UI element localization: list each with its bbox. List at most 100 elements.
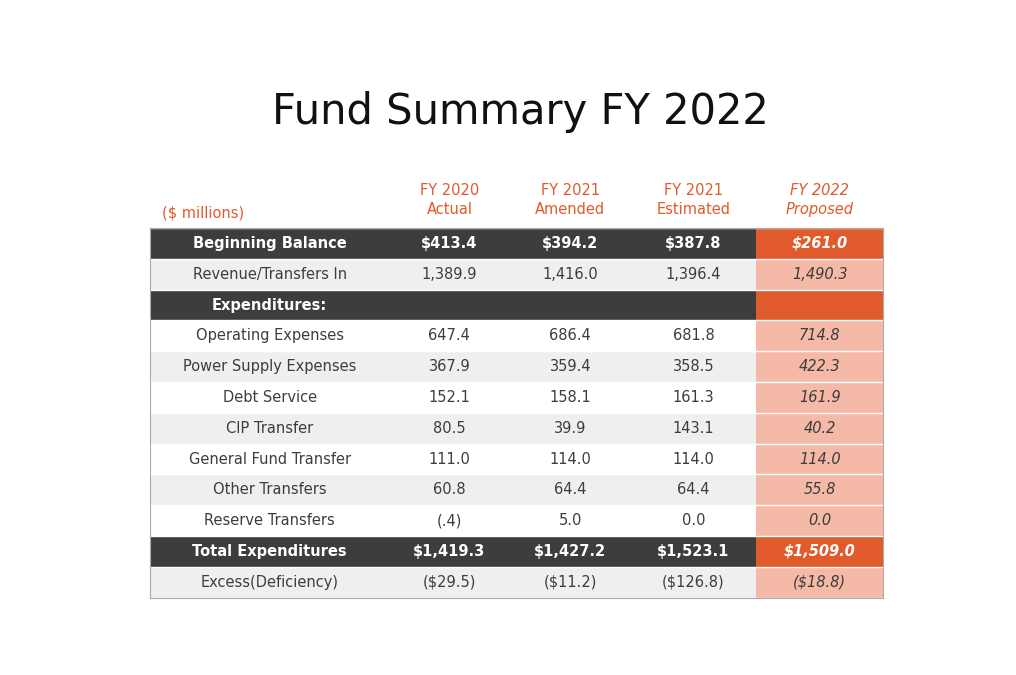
Text: 681.8: 681.8 <box>673 328 714 344</box>
Text: $1,523.1: $1,523.1 <box>657 544 729 559</box>
Text: 114.0: 114.0 <box>550 452 591 466</box>
Text: 64.4: 64.4 <box>678 483 710 497</box>
Text: 1,389.9: 1,389.9 <box>422 267 478 281</box>
Bar <box>510 228 631 259</box>
Bar <box>631 413 756 443</box>
Bar <box>510 506 631 536</box>
Text: 64.4: 64.4 <box>554 483 586 497</box>
Bar <box>150 567 389 597</box>
Text: Proposed: Proposed <box>785 202 853 217</box>
Text: 1,416.0: 1,416.0 <box>543 267 598 281</box>
Text: 358.5: 358.5 <box>673 359 714 374</box>
Bar <box>631 228 756 259</box>
Bar <box>756 321 883 351</box>
Bar <box>150 536 389 567</box>
Text: 60.8: 60.8 <box>433 483 465 497</box>
Text: 647.4: 647.4 <box>429 328 470 344</box>
Bar <box>150 413 389 443</box>
Bar <box>756 506 883 536</box>
Bar <box>510 290 631 321</box>
Text: Beginning Balance: Beginning Balance <box>193 236 346 251</box>
Bar <box>510 351 631 382</box>
Text: Total Expenditures: Total Expenditures <box>192 544 346 559</box>
Bar <box>510 259 631 290</box>
Bar <box>631 290 756 321</box>
Text: FY 2021: FY 2021 <box>541 183 599 198</box>
Bar <box>756 567 883 597</box>
Bar <box>631 567 756 597</box>
Bar <box>389 382 510 413</box>
Bar <box>389 443 510 475</box>
Bar <box>631 321 756 351</box>
Text: CIP Transfer: CIP Transfer <box>226 421 313 436</box>
Bar <box>389 413 510 443</box>
Text: $394.2: $394.2 <box>543 236 598 251</box>
Text: General Fund Transfer: General Fund Transfer <box>189 452 351 466</box>
Bar <box>631 351 756 382</box>
Bar <box>150 228 389 259</box>
Bar <box>150 351 389 382</box>
Bar <box>510 382 631 413</box>
Text: ($126.8): ($126.8) <box>662 575 724 590</box>
Bar <box>510 567 631 597</box>
Text: Fund Summary FY 2022: Fund Summary FY 2022 <box>272 91 769 133</box>
Text: Amended: Amended <box>535 202 606 217</box>
Text: Expenditures:: Expenditures: <box>212 298 327 313</box>
Text: FY 2021: FY 2021 <box>664 183 723 198</box>
Bar <box>150 259 389 290</box>
Text: 114.0: 114.0 <box>799 452 840 466</box>
Text: 158.1: 158.1 <box>550 390 591 405</box>
Bar <box>631 536 756 567</box>
Text: Power Supply Expenses: Power Supply Expenses <box>183 359 357 374</box>
Bar <box>150 443 389 475</box>
Bar <box>150 506 389 536</box>
Text: FY 2022: FY 2022 <box>790 183 849 198</box>
Bar <box>389 475 510 506</box>
Bar <box>389 506 510 536</box>
Text: ($29.5): ($29.5) <box>423 575 477 590</box>
Text: 1,396.4: 1,396.4 <box>665 267 721 281</box>
Text: $413.4: $413.4 <box>422 236 478 251</box>
Text: 40.2: 40.2 <box>804 421 836 436</box>
Bar <box>510 536 631 567</box>
Text: 111.0: 111.0 <box>429 452 470 466</box>
Text: ($18.8): ($18.8) <box>793 575 846 590</box>
Text: 161.3: 161.3 <box>673 390 714 405</box>
Bar <box>150 321 389 351</box>
Text: Revenue/Transfers In: Revenue/Transfers In <box>193 267 346 281</box>
Bar <box>389 259 510 290</box>
Text: 55.8: 55.8 <box>804 483 836 497</box>
Bar <box>756 536 883 567</box>
Bar <box>150 475 389 506</box>
Text: Excess(Deficiency): Excess(Deficiency) <box>200 575 338 590</box>
Bar <box>631 382 756 413</box>
Bar <box>510 443 631 475</box>
Text: 80.5: 80.5 <box>433 421 465 436</box>
Bar <box>631 475 756 506</box>
Text: 39.9: 39.9 <box>554 421 586 436</box>
Text: Estimated: Estimated <box>656 202 731 217</box>
Bar <box>510 413 631 443</box>
Text: 152.1: 152.1 <box>429 390 470 405</box>
Text: Operating Expenses: Operating Expenses <box>196 328 343 344</box>
Text: ($ millions): ($ millions) <box>162 206 244 221</box>
Bar <box>389 228 510 259</box>
Text: 5.0: 5.0 <box>559 513 582 528</box>
Bar <box>756 228 883 259</box>
Bar <box>631 259 756 290</box>
Text: 0.0: 0.0 <box>682 513 705 528</box>
Bar <box>756 259 883 290</box>
Text: FY 2020: FY 2020 <box>420 183 479 198</box>
Text: 359.4: 359.4 <box>550 359 591 374</box>
Text: $1,509.0: $1,509.0 <box>784 544 855 559</box>
Text: 367.9: 367.9 <box>429 359 470 374</box>
Bar <box>756 443 883 475</box>
Text: Debt Service: Debt Service <box>223 390 317 405</box>
Text: Other Transfers: Other Transfers <box>212 483 326 497</box>
Text: $387.8: $387.8 <box>665 236 721 251</box>
Bar <box>631 506 756 536</box>
Text: Reserve Transfers: Reserve Transfers <box>204 513 335 528</box>
Bar <box>389 321 510 351</box>
Bar <box>510 475 631 506</box>
Text: 0.0: 0.0 <box>809 513 831 528</box>
